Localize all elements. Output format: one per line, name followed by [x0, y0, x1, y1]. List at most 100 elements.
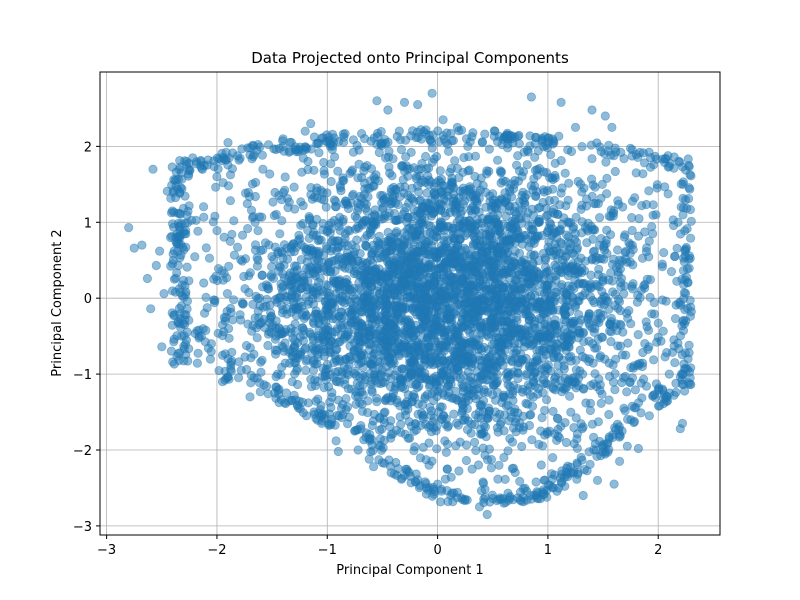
chart-title: Data Projected onto Principal Components — [251, 49, 569, 67]
data-point — [271, 209, 281, 219]
data-point — [546, 300, 556, 310]
data-point — [344, 359, 354, 370]
data-point — [286, 323, 296, 334]
data-point — [289, 301, 299, 311]
data-point — [621, 246, 631, 256]
data-point — [280, 358, 290, 368]
data-point — [303, 225, 313, 235]
data-point — [449, 409, 459, 419]
data-point — [273, 385, 283, 395]
data-point — [346, 297, 356, 308]
data-point — [316, 310, 326, 320]
data-point — [204, 253, 215, 263]
data-point — [532, 165, 542, 175]
data-point — [539, 475, 549, 485]
data-point — [571, 212, 581, 222]
data-point — [265, 300, 275, 310]
data-point — [605, 230, 616, 240]
data-point — [268, 273, 279, 283]
data-point — [566, 146, 577, 157]
data-point — [499, 392, 509, 402]
data-point — [442, 244, 453, 254]
data-point — [508, 463, 519, 473]
data-point — [205, 354, 215, 364]
data-point — [225, 236, 235, 246]
data-point — [468, 128, 478, 138]
data-point — [421, 125, 431, 135]
data-point — [369, 266, 379, 276]
data-point — [232, 151, 243, 161]
data-point — [466, 253, 476, 264]
data-point — [276, 279, 286, 289]
data-point — [507, 389, 518, 400]
data-point — [489, 366, 499, 376]
data-point — [579, 464, 590, 475]
data-point — [411, 133, 421, 143]
data-point — [515, 197, 525, 207]
data-point — [653, 401, 664, 411]
data-point — [455, 264, 465, 274]
data-point — [421, 293, 432, 303]
data-point — [523, 265, 533, 276]
data-point — [423, 171, 433, 181]
data-point — [175, 209, 185, 219]
data-point — [463, 325, 473, 335]
data-point — [518, 304, 528, 314]
data-point — [476, 258, 486, 269]
data-point — [323, 382, 334, 392]
data-point — [223, 354, 233, 364]
data-point — [318, 188, 328, 198]
data-point — [413, 187, 424, 197]
data-point — [167, 162, 177, 172]
data-point — [568, 281, 578, 291]
data-point — [373, 248, 383, 258]
data-point — [303, 156, 313, 167]
data-point — [431, 371, 441, 381]
data-point — [461, 455, 471, 466]
data-point — [530, 152, 540, 162]
data-point — [457, 396, 467, 407]
data-point — [534, 214, 544, 224]
data-point — [408, 259, 418, 269]
data-point — [208, 217, 218, 227]
data-point — [571, 365, 581, 375]
data-point — [519, 342, 530, 352]
data-point — [554, 433, 565, 443]
data-point — [511, 232, 522, 242]
data-point — [283, 203, 293, 213]
data-point — [603, 438, 613, 448]
data-point — [636, 285, 646, 295]
data-point — [342, 402, 353, 412]
data-point — [418, 442, 428, 452]
data-point — [361, 428, 371, 438]
data-point — [267, 252, 277, 262]
data-point — [480, 129, 490, 139]
data-point — [173, 260, 183, 271]
data-point — [475, 185, 485, 195]
data-point — [275, 229, 285, 239]
data-point — [324, 309, 334, 319]
data-point — [443, 191, 453, 201]
data-point — [381, 314, 391, 324]
data-point — [511, 160, 522, 170]
data-point — [367, 440, 377, 450]
data-point — [437, 414, 447, 424]
data-point — [556, 188, 566, 198]
data-point — [361, 216, 371, 226]
data-point — [446, 379, 456, 389]
data-point — [586, 140, 596, 150]
data-point — [551, 321, 561, 331]
data-point — [566, 334, 576, 345]
data-point — [571, 355, 581, 365]
data-point — [680, 226, 690, 236]
data-point — [577, 142, 587, 152]
data-point — [419, 372, 430, 382]
data-point — [367, 258, 377, 268]
data-point — [678, 203, 689, 213]
data-point — [387, 189, 398, 200]
data-point — [441, 211, 451, 221]
data-point — [488, 380, 498, 390]
data-point — [423, 328, 433, 338]
data-point — [461, 245, 471, 255]
data-point — [378, 349, 389, 359]
